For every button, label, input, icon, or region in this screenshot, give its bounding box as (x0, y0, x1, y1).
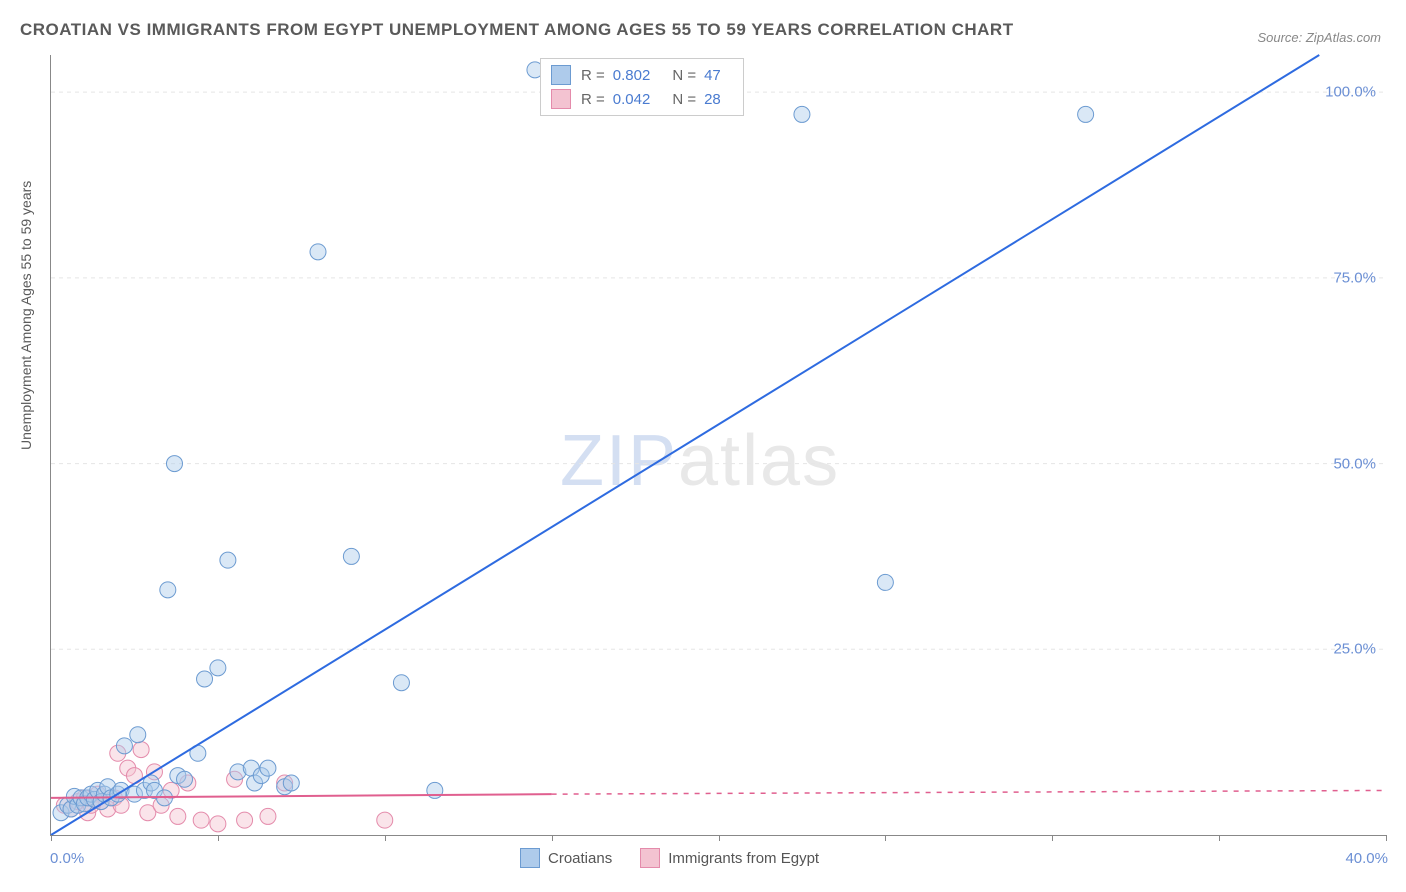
legend-item-egypt: Immigrants from Egypt (640, 848, 819, 868)
ytick-label: 100.0% (1325, 84, 1376, 101)
stats-legend: R = 0.802 N = 47 R = 0.042 N = 28 (540, 58, 744, 116)
xtick (1219, 835, 1220, 841)
swatch-pink-icon (640, 848, 660, 868)
xtick (885, 835, 886, 841)
stats-row-croatians: R = 0.802 N = 47 (551, 63, 733, 87)
swatch-blue-icon (520, 848, 540, 868)
xtick (385, 835, 386, 841)
xtick (1052, 835, 1053, 841)
data-point (237, 812, 253, 828)
data-point (794, 106, 810, 122)
data-point (210, 660, 226, 676)
series-legend: Croatians Immigrants from Egypt (520, 848, 819, 868)
data-point (310, 244, 326, 260)
y-axis-label: Unemployment Among Ages 55 to 59 years (18, 181, 34, 450)
plot-area: 25.0% 50.0% 75.0% 100.0% (50, 55, 1386, 836)
plot-svg (51, 55, 1386, 835)
xtick (51, 835, 52, 841)
xtick (1386, 835, 1387, 841)
data-point (377, 812, 393, 828)
chart-title: CROATIAN VS IMMIGRANTS FROM EGYPT UNEMPL… (20, 20, 1014, 40)
x-max-label: 40.0% (1345, 850, 1388, 867)
source-attribution: Source: ZipAtlas.com (1257, 30, 1381, 45)
xtick (218, 835, 219, 841)
data-point (220, 552, 236, 568)
data-point (343, 548, 359, 564)
data-point (133, 742, 149, 758)
ytick-label: 25.0% (1333, 641, 1376, 658)
data-point (210, 816, 226, 832)
swatch-blue (551, 65, 571, 85)
xtick (552, 835, 553, 841)
ytick-label: 50.0% (1333, 455, 1376, 472)
ytick-label: 75.0% (1333, 269, 1376, 286)
data-point (170, 808, 186, 824)
data-point (393, 675, 409, 691)
legend-item-croatians: Croatians (520, 848, 612, 868)
data-point (177, 771, 193, 787)
data-point (116, 738, 132, 754)
data-point (260, 760, 276, 776)
data-point (877, 574, 893, 590)
data-point (260, 808, 276, 824)
data-point (283, 775, 299, 791)
x-origin-label: 0.0% (50, 850, 84, 867)
swatch-pink (551, 89, 571, 109)
data-point (1078, 106, 1094, 122)
regression-line (552, 790, 1386, 794)
data-point (160, 582, 176, 598)
data-point (197, 671, 213, 687)
data-point (130, 727, 146, 743)
data-point (166, 456, 182, 472)
data-point (193, 812, 209, 828)
xtick (719, 835, 720, 841)
regression-line (51, 55, 1319, 835)
stats-row-egypt: R = 0.042 N = 28 (551, 87, 733, 111)
